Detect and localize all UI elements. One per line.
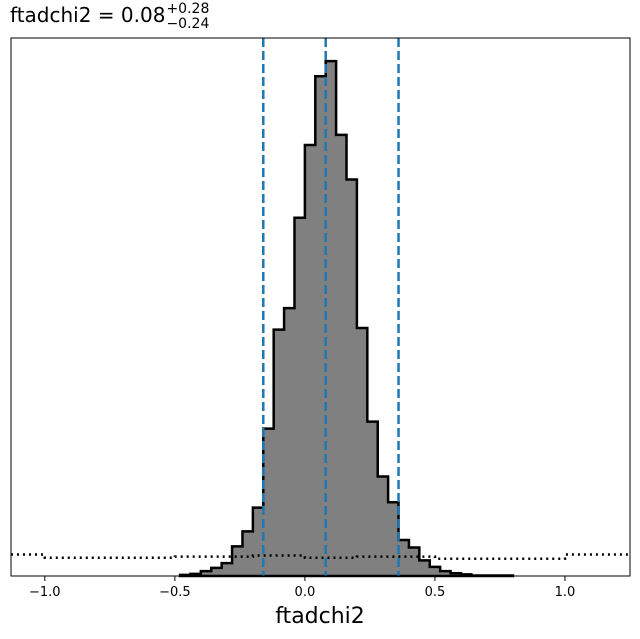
x-axis-label: ftadchi2 [275, 604, 365, 629]
x-tick-label: 1.0 [555, 585, 576, 600]
title-main: ftadchi2 = 0.08 [10, 3, 165, 27]
x-tick-label: −1.0 [29, 585, 61, 600]
x-tick-label: 0.5 [425, 585, 446, 600]
plot-frame [10, 37, 631, 577]
x-tick-label: 0.0 [295, 585, 316, 600]
x-axis-ticks: −1.0 −0.5 0.0 0.5 1.0 [29, 576, 575, 600]
plot-area [10, 37, 631, 578]
posterior-histogram [178, 59, 515, 578]
x-tick-label: −0.5 [159, 585, 191, 600]
title-subscript: −0.24 [166, 16, 209, 32]
title-superscript: +0.28 [166, 1, 209, 17]
chart-title: ftadchi2 = 0.08 +0.28 −0.24 [10, 1, 209, 32]
prior-line [11, 553, 630, 561]
credible-interval-lines [262, 38, 400, 576]
